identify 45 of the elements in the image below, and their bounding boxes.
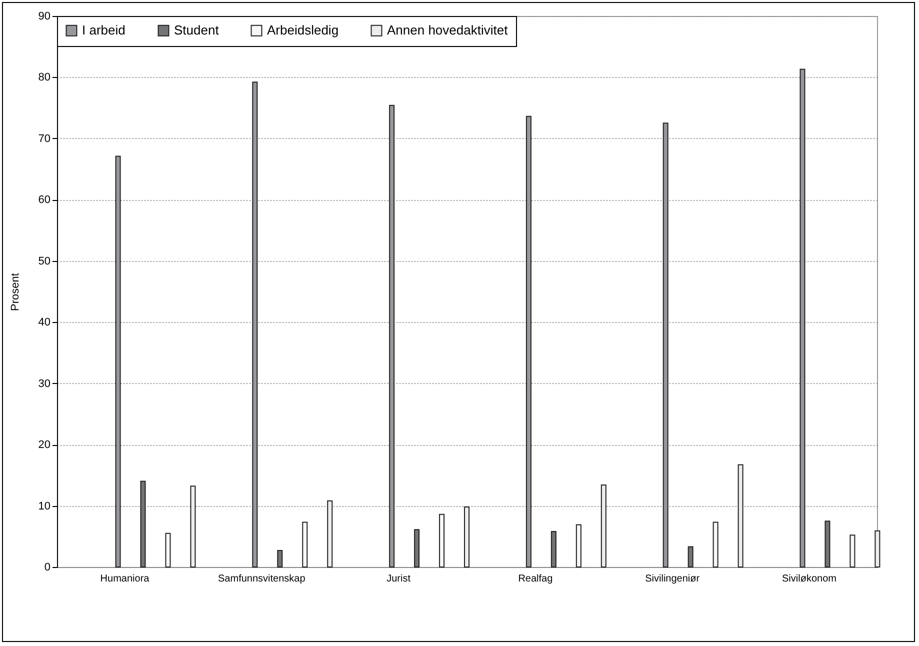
y-tick-label: 70 (38, 132, 50, 145)
x-tick-label: Sivilingeniør (645, 574, 700, 584)
bar (302, 522, 308, 568)
bar (252, 82, 258, 568)
y-tick-label: 0 (44, 562, 50, 574)
x-tick-label: Siviløkonom (782, 574, 836, 584)
bar (800, 68, 806, 568)
bar (874, 530, 880, 568)
legend-label: Annen hovedaktivitet (387, 22, 508, 38)
bar (389, 104, 395, 568)
bar (165, 532, 171, 568)
legend-label: Arbeidsledig (267, 22, 339, 38)
y-tick-label: 20 (38, 439, 50, 452)
bar (526, 116, 532, 568)
x-tick-label: Realfag (518, 574, 553, 584)
bar (850, 534, 856, 568)
bar (140, 480, 146, 568)
x-tick-label: Humaniora (100, 574, 150, 584)
x-tick-label: Jurist (386, 574, 411, 584)
x-tick-label: Samfunnsvitenskap (218, 574, 306, 584)
y-tick-label: 10 (38, 500, 50, 512)
y-tick-label: 90 (38, 10, 50, 22)
bar (464, 506, 470, 568)
bar (190, 486, 196, 568)
bar (576, 524, 582, 568)
bar (600, 484, 606, 568)
bar (688, 546, 694, 568)
y-tick-label: 50 (38, 255, 50, 268)
bar (277, 550, 283, 568)
bar (712, 522, 718, 568)
legend-label: Student (174, 22, 220, 38)
bar (115, 156, 121, 568)
y-tick-label: 80 (38, 72, 50, 84)
bar (414, 529, 420, 568)
bar (439, 514, 445, 568)
y-axis-title: Prosent (9, 273, 22, 311)
legend-label: I arbeid (82, 22, 126, 38)
bar (662, 122, 668, 568)
bar (824, 520, 830, 568)
bar (550, 530, 556, 568)
bar (738, 464, 744, 568)
y-tick-label: 60 (38, 194, 50, 206)
y-tick-label: 40 (38, 316, 50, 329)
bar (327, 500, 333, 568)
y-tick-label: 30 (38, 378, 50, 390)
